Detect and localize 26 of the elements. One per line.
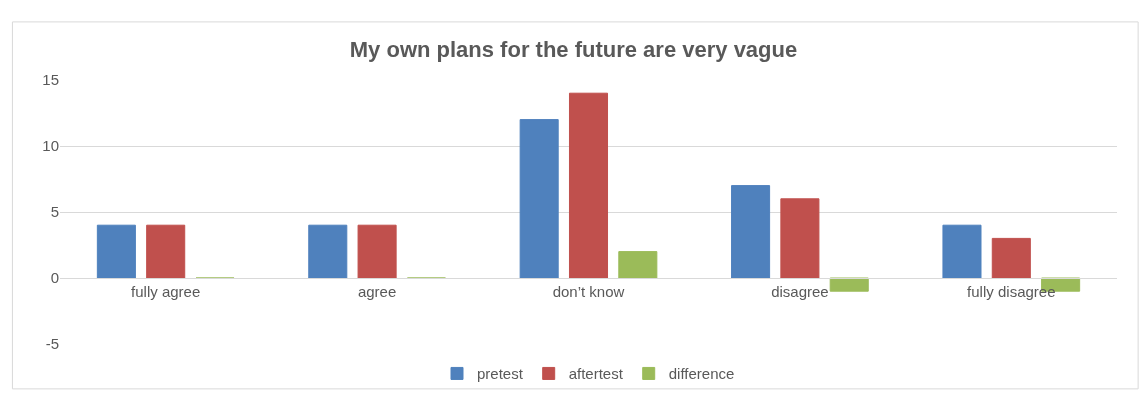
- legend-label: aftertest: [568, 365, 624, 383]
- y-tick-label: 15: [42, 71, 59, 89]
- bar: [357, 224, 397, 279]
- legend-label: difference: [668, 365, 735, 383]
- bar: [308, 224, 348, 279]
- bar: [146, 224, 186, 279]
- legend-label: pretest: [477, 365, 524, 383]
- y-tick-label: 5: [50, 203, 59, 221]
- bar: [519, 119, 559, 279]
- bar: [568, 92, 609, 279]
- x-tick-label: agree: [357, 283, 397, 300]
- bar: [991, 237, 1031, 279]
- bar: [96, 224, 136, 279]
- chart-title: My own plans for the future are very vague: [349, 37, 798, 63]
- x-tick-label: fully disagree: [967, 283, 1056, 300]
- x-tick-label: fully agree: [131, 283, 201, 300]
- y-tick-label: 10: [42, 137, 59, 155]
- bar: [942, 224, 982, 279]
- bar: [731, 185, 771, 279]
- bar: [780, 198, 820, 279]
- y-tick-label: -5: [45, 335, 59, 353]
- x-tick-label: don’t know: [552, 283, 625, 300]
- y-tick-label: 0: [50, 269, 59, 287]
- bar: [618, 251, 658, 279]
- bar: [829, 277, 869, 292]
- x-tick-label: disagree: [771, 283, 829, 300]
